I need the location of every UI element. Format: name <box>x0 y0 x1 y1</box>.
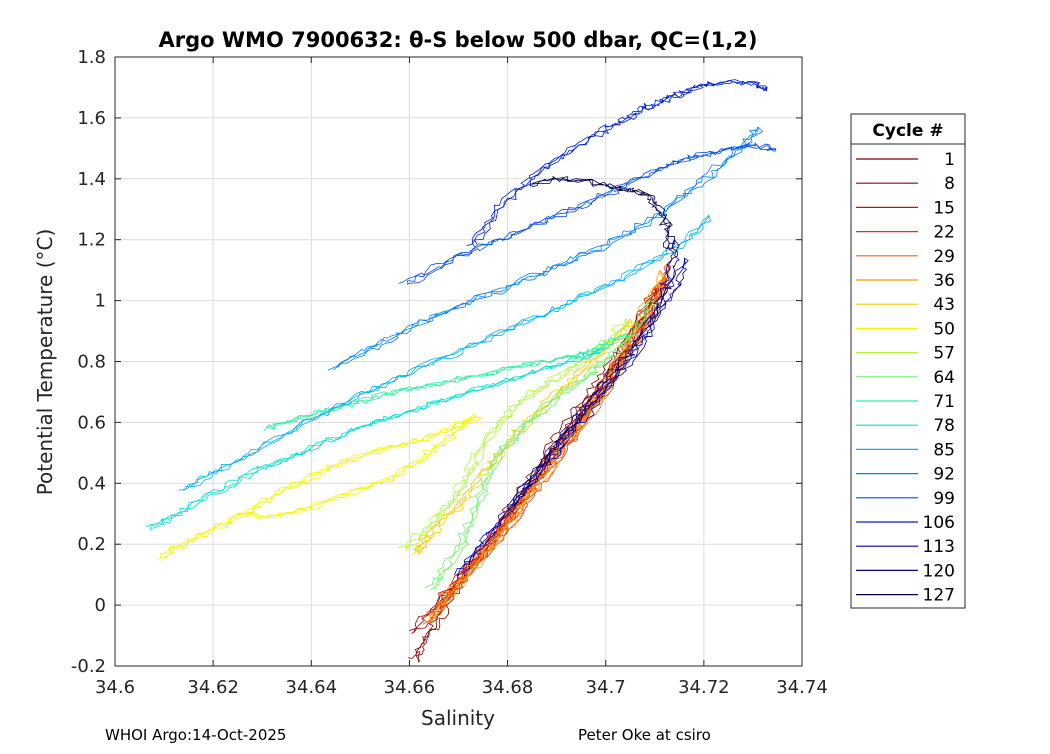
series-line <box>529 175 669 250</box>
legend-label: 57 <box>933 344 955 364</box>
footer-left: WHOI Argo:14-Oct-2025 <box>105 726 286 744</box>
y-axis-title: Potential Temperature (°C) <box>33 229 57 496</box>
y-tick-label: 1.2 <box>77 230 106 251</box>
series-line <box>408 143 776 284</box>
y-tick-label: 1.8 <box>77 47 106 68</box>
y-tick-label: 0.8 <box>77 352 106 373</box>
x-tick-label: 34.68 <box>482 677 534 698</box>
series-line <box>463 257 687 577</box>
series-line <box>405 318 629 552</box>
series-line <box>532 177 676 249</box>
x-tick-label: 34.64 <box>286 677 338 698</box>
series-line <box>184 215 712 488</box>
y-tick-label: 0.6 <box>77 412 106 433</box>
series-line <box>413 318 631 555</box>
footer-right: Peter Oke at csiro <box>578 726 711 744</box>
legend-label: 78 <box>933 416 955 436</box>
axis-ticks: 34.6 34.62 34.64 34.66 34.68 34.7 34.72 34.74 -0… <box>71 47 828 698</box>
legend-label: 85 <box>933 440 955 460</box>
chart-title: Argo WMO 7900632: θ-S below 500 dbar, QC… <box>159 28 758 52</box>
legend: Cycle # 18152229364350576471788592991061… <box>850 113 966 609</box>
x-tick-label: 34.7 <box>586 677 626 698</box>
legend-label: 1 <box>944 150 955 170</box>
legend-label: 99 <box>933 489 955 509</box>
legend-label: 22 <box>933 223 955 243</box>
series-line <box>416 318 633 553</box>
x-tick-label: 34.6 <box>95 677 135 698</box>
x-tick-label: 34.66 <box>384 677 436 698</box>
series-line <box>338 126 763 368</box>
y-tick-label: 0.2 <box>77 534 106 555</box>
legend-label: 64 <box>933 368 955 388</box>
series-line <box>430 300 651 591</box>
x-axis-title: Salinity <box>421 706 495 730</box>
legend-label: 127 <box>923 586 955 606</box>
legend-title: Cycle # <box>872 121 943 141</box>
series-line <box>513 239 680 509</box>
series-line <box>431 269 664 619</box>
y-tick-label: -0.2 <box>71 656 106 677</box>
data-series <box>146 79 777 663</box>
legend-label: 120 <box>923 561 955 581</box>
legend-label: 15 <box>933 198 955 218</box>
legend-label: 8 <box>944 174 955 194</box>
y-tick-label: 0 <box>95 595 106 616</box>
series-line <box>263 333 626 432</box>
series-line <box>266 333 627 430</box>
series-line <box>150 347 606 530</box>
y-tick-label: 0.4 <box>77 473 106 494</box>
series-line <box>425 300 651 588</box>
series-line <box>472 81 767 247</box>
series-line <box>146 348 601 528</box>
legend-label: 113 <box>923 537 955 557</box>
legend-box <box>850 113 966 609</box>
series-line <box>327 126 759 371</box>
series-line <box>434 300 657 590</box>
x-tick-label: 34.72 <box>678 677 730 698</box>
legend-label: 71 <box>933 392 955 412</box>
x-tick-label: 34.62 <box>187 677 239 698</box>
series-line <box>425 269 661 618</box>
legend-label: 106 <box>923 513 955 533</box>
series-line <box>407 288 656 659</box>
series-line <box>183 215 710 492</box>
series-line <box>511 239 679 506</box>
series-line <box>178 215 710 491</box>
legend-label: 43 <box>933 295 955 315</box>
series-line <box>531 176 671 250</box>
series-line <box>333 126 759 371</box>
y-tick-label: 1.4 <box>77 169 106 190</box>
series-line <box>160 417 482 558</box>
legend-entries: 1 8 15 22 29 36 43 50 57 64 71 78 85 92 99 106 113 120 127 <box>856 150 955 606</box>
x-tick-label: 34.74 <box>776 677 828 698</box>
y-tick-label: 1.6 <box>77 108 106 129</box>
legend-label: 92 <box>933 465 955 485</box>
legend-label: 29 <box>933 247 955 267</box>
legend-label: 36 <box>933 271 955 291</box>
legend-label: 50 <box>933 319 955 339</box>
series-line <box>407 142 777 285</box>
y-tick-label: 1 <box>95 291 106 312</box>
series-line <box>473 79 768 245</box>
